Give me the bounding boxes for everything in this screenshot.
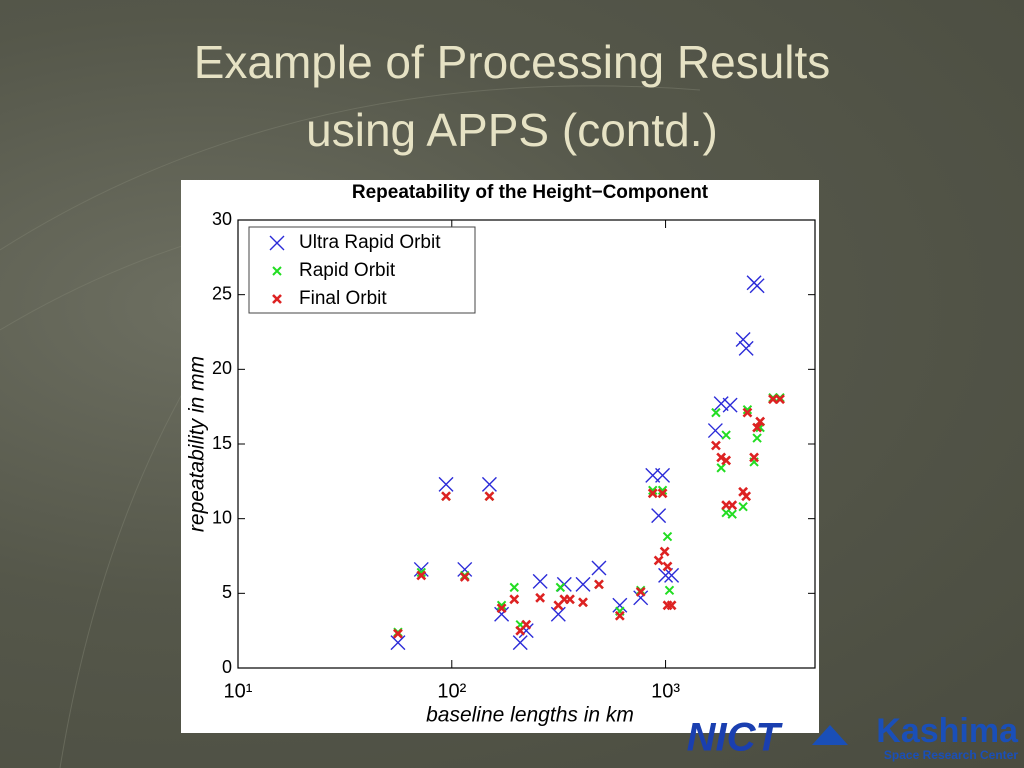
data-point — [575, 576, 591, 592]
legend-marker — [272, 294, 282, 304]
data-point — [496, 603, 507, 614]
data-point — [707, 423, 723, 439]
data-point — [659, 546, 670, 557]
data-point — [651, 508, 667, 524]
data-point — [735, 331, 751, 347]
data-point — [635, 586, 646, 597]
chart-title: Repeatability of the Height−Component — [352, 182, 709, 203]
data-point — [775, 394, 785, 405]
data-point — [727, 500, 738, 511]
y-tick-label: 10 — [212, 507, 232, 527]
data-point — [662, 531, 673, 542]
legend-label: Final Orbit — [299, 288, 387, 309]
data-point — [727, 509, 737, 519]
y-tick-label: 0 — [222, 657, 232, 677]
data-point — [521, 619, 532, 630]
data-point — [459, 571, 470, 582]
data-point — [738, 502, 748, 512]
data-point — [752, 433, 762, 443]
data-point — [512, 635, 528, 651]
data-point — [555, 582, 566, 593]
data-point — [614, 610, 625, 621]
data-point — [532, 573, 548, 589]
data-point — [393, 628, 403, 639]
data-point — [666, 600, 677, 611]
data-point — [438, 476, 454, 492]
y-tick-label: 30 — [212, 209, 232, 229]
legend-marker — [272, 266, 282, 276]
data-point — [721, 455, 732, 466]
x-tick-label: 10³ — [651, 680, 680, 702]
data-point — [578, 597, 588, 608]
y-tick-label: 5 — [222, 582, 232, 602]
legend-label: Ultra Rapid Orbit — [299, 232, 441, 253]
data-point — [484, 491, 495, 502]
y-axis-label: repeatability in mm — [186, 356, 209, 532]
data-point — [752, 422, 763, 433]
data-point — [749, 278, 765, 294]
logo-kashima-sub: Space Research Center — [884, 748, 1018, 762]
data-point — [711, 407, 721, 418]
data-point — [594, 579, 604, 590]
data-point — [416, 570, 427, 581]
data-point — [565, 594, 575, 605]
y-tick-label: 25 — [212, 283, 232, 303]
data-point — [494, 606, 510, 622]
data-point — [481, 476, 497, 492]
slide-title: using APPS (contd.) — [306, 104, 718, 156]
data-point — [457, 561, 473, 577]
data-point — [741, 491, 752, 502]
x-tick-label: 10² — [437, 680, 466, 702]
data-point — [742, 407, 753, 418]
slide-title: Example of Processing Results — [194, 36, 831, 88]
y-tick-label: 20 — [212, 358, 232, 378]
data-point — [633, 590, 649, 606]
logo-icon — [812, 725, 848, 745]
data-point — [738, 340, 754, 356]
data-point — [496, 600, 507, 610]
data-point — [413, 561, 429, 577]
data-point — [591, 560, 607, 576]
y-tick-label: 15 — [212, 433, 232, 453]
data-point — [749, 452, 759, 463]
data-point — [390, 635, 406, 651]
data-point — [550, 606, 566, 622]
data-point — [742, 404, 753, 415]
data-point — [441, 491, 451, 502]
data-point — [722, 397, 738, 413]
data-point — [716, 463, 726, 473]
data-point — [657, 488, 668, 499]
data-point — [662, 561, 673, 572]
legend-marker — [269, 235, 285, 251]
data-point — [664, 567, 680, 583]
data-point — [655, 467, 671, 483]
data-point — [648, 485, 658, 496]
data-point — [664, 585, 675, 596]
data-point — [711, 440, 721, 451]
x-axis-label: baseline lengths in km — [426, 704, 634, 727]
data-point — [647, 488, 658, 499]
data-point — [657, 485, 668, 496]
legend-box — [248, 226, 476, 314]
data-point — [713, 396, 729, 412]
data-point — [716, 452, 727, 463]
data-point — [416, 567, 426, 578]
data-point — [721, 430, 731, 440]
data-point — [535, 592, 546, 603]
logo-kashima: Kashima — [876, 712, 1019, 750]
legend-label: Rapid Orbit — [299, 260, 396, 281]
logo-nict: NICT — [687, 716, 784, 760]
data-point — [653, 555, 664, 566]
data-point — [509, 594, 520, 605]
x-tick-label: 10¹ — [224, 680, 253, 702]
data-point — [755, 416, 766, 427]
data-point — [509, 582, 519, 593]
data-point — [612, 597, 628, 613]
